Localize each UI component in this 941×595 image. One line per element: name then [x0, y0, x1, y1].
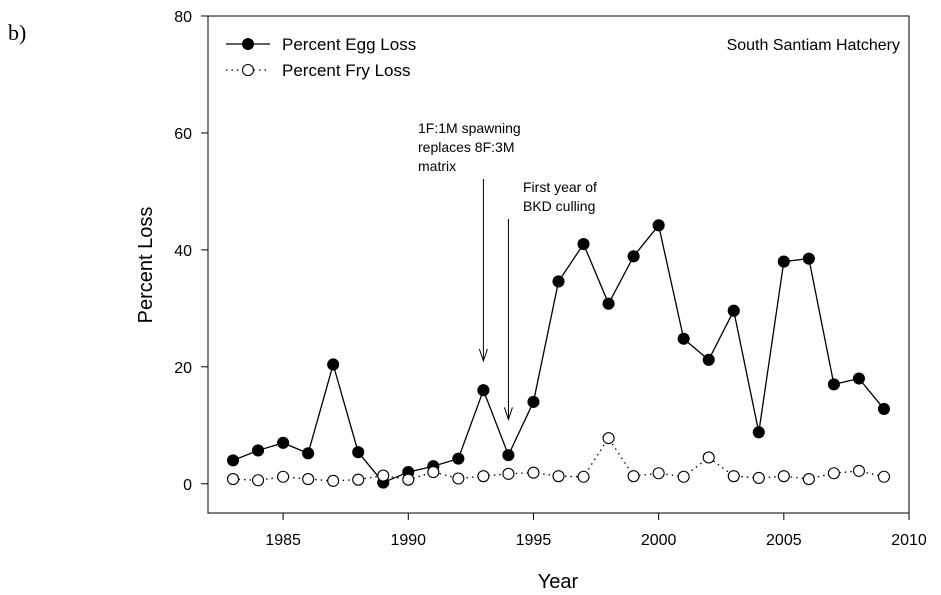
point-egg-2006: [802, 252, 815, 265]
point-egg-1993: [477, 384, 490, 397]
point-fry-1983: [226, 473, 240, 486]
point-egg-1988: [352, 446, 365, 459]
annotation-spawning-line-2: matrix: [418, 158, 456, 174]
point-egg-2007: [827, 378, 840, 391]
x-tick-label-2010: 2010: [891, 532, 927, 549]
point-fry-1996: [552, 470, 565, 483]
x-tick-label-2005: 2005: [766, 532, 802, 549]
point-fry-1985: [277, 470, 290, 483]
x-tick-label-1990: 1990: [390, 532, 426, 549]
point-egg-1999: [627, 250, 640, 263]
annotation-arrowhead-bkd: [503, 407, 513, 422]
y-tick-label-40: 40: [174, 243, 192, 260]
x-tick-label-2000: 2000: [641, 532, 677, 549]
point-fry-1990: [402, 473, 415, 486]
point-egg-2003: [727, 304, 740, 317]
y-tick-label-80: 80: [174, 9, 192, 26]
point-egg-1992: [452, 452, 465, 465]
point-egg-1995: [527, 395, 540, 408]
x-tick-label-1985: 1985: [265, 532, 301, 549]
point-fry-2000: [652, 467, 665, 480]
point-egg-2005: [777, 255, 790, 268]
legend-label-fry: Percent Fry Loss: [282, 61, 411, 80]
series-points: [226, 219, 891, 489]
point-fry-2007: [827, 467, 840, 480]
annotation-spawning-line-0: 1F:1M spawning: [418, 120, 521, 136]
annotation-bkd-line-0: First year of: [523, 179, 597, 195]
annotations: 1F:1M spawning replaces 8F:3M matrix First …: [418, 120, 597, 422]
annotation-arrowhead-spawning: [478, 348, 488, 363]
legend-marker-egg: [242, 38, 254, 50]
legend-label-egg: Percent Egg Loss: [282, 35, 416, 54]
y-tick-label-0: 0: [183, 477, 192, 494]
point-fry-2006: [802, 473, 815, 486]
point-fry-2003: [727, 470, 740, 483]
annotation-spawning-line-1: replaces 8F:3M: [418, 139, 514, 155]
point-egg-1987: [327, 358, 340, 371]
point-egg-1997: [577, 237, 590, 251]
x-axis: 1985 1990 1995 2000 2005 2010: [265, 513, 927, 549]
point-egg-2002: [702, 353, 715, 366]
point-fry-1989: [377, 469, 390, 482]
point-fry-1993: [477, 470, 490, 483]
point-fry-1988: [352, 473, 365, 486]
point-fry-1984: [252, 474, 265, 487]
x-axis-title: Year: [538, 571, 579, 593]
series-line-1: [233, 436, 885, 482]
point-egg-1998: [602, 297, 615, 310]
point-fry-1992: [452, 472, 465, 485]
point-fry-1995: [527, 466, 540, 479]
point-fry-2002: [702, 451, 715, 464]
point-egg-1994: [502, 449, 515, 462]
y-tick-label-20: 20: [174, 360, 192, 377]
point-fry-1997: [577, 470, 590, 483]
point-fry-1987: [327, 474, 340, 487]
point-fry-1994: [502, 467, 515, 480]
point-fry-2009: [877, 470, 891, 483]
point-fry-1986: [302, 473, 315, 486]
point-fry-2004: [752, 471, 765, 484]
y-tick-label-60: 60: [174, 126, 192, 143]
point-egg-2008: [852, 372, 865, 385]
point-fry-2005: [777, 470, 790, 483]
point-egg-2009: [877, 402, 891, 415]
point-egg-1996: [552, 275, 565, 288]
y-axis-title: Percent Loss: [135, 207, 157, 324]
y-axis: 0 20 40 60 80: [174, 9, 208, 494]
legend-marker-fry: [241, 63, 255, 77]
point-egg-1984: [252, 444, 265, 457]
point-fry-1998: [602, 432, 615, 445]
legend: Percent Egg Loss Percent Fry Loss: [226, 35, 416, 80]
point-egg-1986: [302, 447, 315, 460]
point-fry-1991: [427, 466, 440, 479]
point-egg-2001: [677, 332, 690, 345]
point-egg-2004: [752, 426, 765, 439]
plot-frame: [207, 15, 910, 514]
annotation-bkd-line-1: BKD culling: [523, 198, 595, 214]
point-fry-2001: [677, 470, 690, 483]
x-tick-label-1995: 1995: [516, 532, 552, 549]
point-egg-2000: [652, 219, 665, 232]
panel-label: b): [8, 20, 27, 45]
point-fry-2008: [852, 464, 865, 477]
site-annotation: South Santiam Hatchery: [727, 37, 900, 54]
point-egg-1983: [226, 454, 240, 467]
point-fry-1999: [627, 470, 640, 483]
point-egg-1985: [277, 436, 290, 449]
